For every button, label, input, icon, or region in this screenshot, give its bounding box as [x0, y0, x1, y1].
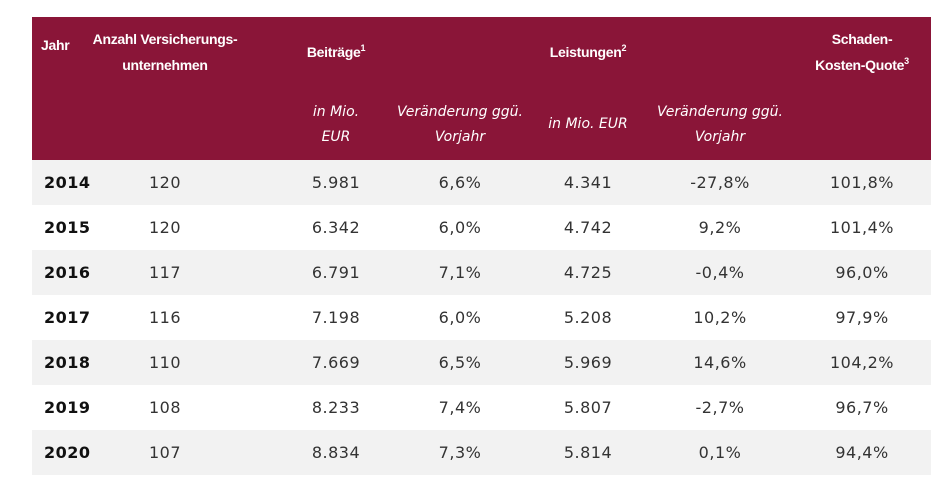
cell-year: 2019	[44, 398, 91, 417]
cell-beitraege-change: 7,3%	[438, 443, 482, 462]
cell-year: 2020	[44, 443, 91, 462]
cell-beitraege: 6.342	[311, 218, 361, 237]
cell-year: 2015	[44, 218, 91, 237]
header-anzahl: Anzahl Versicherungs- unternehmen	[80, 26, 250, 78]
header-jahr: Jahr	[41, 37, 70, 53]
table-row: 2016 117 6.791 7,1% 4.725 -0,4% 96,0%	[32, 250, 931, 295]
cell-quote: 101,8%	[829, 173, 894, 192]
header-quote-line1: Schaden-	[831, 31, 893, 47]
header-beitraege: Beiträge1	[251, 39, 421, 65]
cell-anzahl: 120	[148, 173, 182, 192]
subheader-line: EUR	[321, 129, 351, 145]
insurance-statistics-table: Jahr Anzahl Versicherungs- unternehmen B…	[32, 17, 931, 475]
cell-leistungen: 5.814	[563, 443, 613, 462]
header-quote: Schaden- Kosten-Quote3	[777, 26, 947, 78]
cell-beitraege: 8.233	[311, 398, 361, 417]
cell-year: 2018	[44, 353, 91, 372]
cell-leistungen-change: 9,2%	[698, 218, 742, 237]
cell-quote: 94,4%	[835, 443, 889, 462]
cell-beitraege-change: 7,1%	[438, 263, 482, 282]
subheader-line: in Mio.	[312, 104, 360, 120]
cell-quote: 96,0%	[835, 263, 889, 282]
subheader-beitraege-unit: in Mio. EUR	[261, 100, 411, 150]
cell-anzahl: 107	[148, 443, 182, 462]
cell-quote: 104,2%	[829, 353, 894, 372]
table-row: 2017 116 7.198 6,0% 5.208 10,2% 97,9%	[32, 295, 931, 340]
table-header: Jahr Anzahl Versicherungs- unternehmen B…	[32, 17, 931, 160]
cell-leistungen: 4.725	[563, 263, 613, 282]
cell-beitraege: 6.791	[311, 263, 361, 282]
subheader-leistungen-unit: in Mio. EUR	[548, 116, 628, 132]
cell-leistungen-change: 0,1%	[698, 443, 742, 462]
subheader-line: Vorjahr	[434, 129, 486, 145]
cell-beitraege-change: 7,4%	[438, 398, 482, 417]
cell-leistungen-change: -0,4%	[695, 263, 745, 282]
table-row: 2019 108 8.233 7,4% 5.807 -2,7% 96,7%	[32, 385, 931, 430]
cell-beitraege: 7.198	[311, 308, 361, 327]
subheader-line: Veränderung ggü.	[396, 104, 523, 120]
cell-year: 2017	[44, 308, 91, 327]
subheader-line: Vorjahr	[694, 129, 746, 145]
cell-beitraege-change: 6,6%	[438, 173, 482, 192]
header-anzahl-line2: unternehmen	[122, 57, 208, 73]
table-row: 2015 120 6.342 6,0% 4.742 9,2% 101,4%	[32, 205, 931, 250]
cell-beitraege: 8.834	[311, 443, 361, 462]
cell-anzahl: 108	[148, 398, 182, 417]
footnote-marker: 1	[360, 43, 366, 53]
subheader-line: Veränderung ggü.	[656, 104, 783, 120]
cell-leistungen-change: -27,8%	[690, 173, 750, 192]
header-leistungen-label: Leistungen	[549, 44, 622, 60]
cell-anzahl: 120	[148, 218, 182, 237]
header-leistungen: Leistungen2	[503, 39, 673, 65]
cell-leistungen: 5.969	[563, 353, 613, 372]
cell-leistungen: 4.742	[563, 218, 613, 237]
table-row: 2020 107 8.834 7,3% 5.814 0,1% 94,4%	[32, 430, 931, 475]
subheader-leistungen-change: Veränderung ggü. Vorjahr	[645, 100, 795, 150]
cell-leistungen-change: 10,2%	[693, 308, 747, 327]
cell-leistungen: 5.208	[563, 308, 613, 327]
cell-beitraege-change: 6,5%	[438, 353, 482, 372]
cell-leistungen: 5.807	[563, 398, 613, 417]
cell-quote: 101,4%	[829, 218, 894, 237]
cell-anzahl: 110	[148, 353, 182, 372]
cell-beitraege-change: 6,0%	[438, 218, 482, 237]
table-row: 2018 110 7.669 6,5% 5.969 14,6% 104,2%	[32, 340, 931, 385]
cell-beitraege: 5.981	[311, 173, 361, 192]
header-beitraege-label: Beiträge	[306, 44, 361, 60]
header-quote-line2: Kosten-Quote	[815, 57, 905, 73]
footnote-marker: 2	[621, 43, 627, 53]
header-anzahl-line1: Anzahl Versicherungs-	[92, 31, 238, 47]
cell-anzahl: 117	[148, 263, 182, 282]
cell-quote: 96,7%	[835, 398, 889, 417]
cell-leistungen: 4.341	[563, 173, 613, 192]
cell-leistungen-change: 14,6%	[693, 353, 747, 372]
cell-leistungen-change: -2,7%	[695, 398, 745, 417]
cell-year: 2016	[44, 263, 91, 282]
subheader-beitraege-change: Veränderung ggü. Vorjahr	[385, 100, 535, 150]
table-body: 2014 120 5.981 6,6% 4.341 -27,8% 101,8% 2015 120…	[32, 160, 931, 475]
cell-year: 2014	[44, 173, 91, 192]
cell-beitraege-change: 6,0%	[438, 308, 482, 327]
footnote-marker: 3	[904, 56, 909, 66]
cell-quote: 97,9%	[835, 308, 889, 327]
cell-anzahl: 116	[148, 308, 182, 327]
table-row: 2014 120 5.981 6,6% 4.341 -27,8% 101,8%	[32, 160, 931, 205]
cell-beitraege: 7.669	[311, 353, 361, 372]
